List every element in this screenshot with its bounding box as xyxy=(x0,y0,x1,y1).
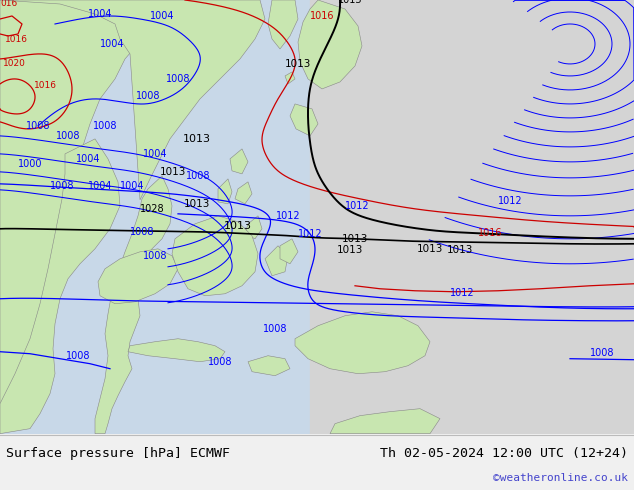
Text: 1016: 1016 xyxy=(478,228,502,238)
Text: 1013: 1013 xyxy=(183,134,211,144)
Text: 1013: 1013 xyxy=(447,245,473,255)
Text: 1012: 1012 xyxy=(276,211,301,221)
Text: 1008: 1008 xyxy=(165,74,190,84)
Text: 1008: 1008 xyxy=(208,357,232,367)
Text: 1008: 1008 xyxy=(26,121,50,131)
Text: 1013: 1013 xyxy=(342,234,368,244)
Text: 1008: 1008 xyxy=(143,251,167,261)
Text: 1004: 1004 xyxy=(87,181,112,191)
Polygon shape xyxy=(285,72,295,84)
Text: 1012: 1012 xyxy=(345,201,370,211)
Text: 1012: 1012 xyxy=(450,288,475,298)
Text: 1008: 1008 xyxy=(93,121,117,131)
Text: 1008: 1008 xyxy=(136,91,160,101)
Text: 1028: 1028 xyxy=(139,204,164,214)
Polygon shape xyxy=(230,149,248,174)
Text: 1013: 1013 xyxy=(285,59,311,69)
Text: 1013: 1013 xyxy=(224,221,252,231)
Text: 1008: 1008 xyxy=(66,351,90,361)
Polygon shape xyxy=(330,409,440,434)
Bar xyxy=(310,0,634,434)
Text: 1020: 1020 xyxy=(3,59,26,68)
Text: 1004: 1004 xyxy=(120,181,145,191)
Polygon shape xyxy=(268,0,298,49)
Text: 1013: 1013 xyxy=(338,0,362,5)
Text: 1016: 1016 xyxy=(34,81,56,91)
Text: ©weatheronline.co.uk: ©weatheronline.co.uk xyxy=(493,473,628,483)
Text: 1013: 1013 xyxy=(184,199,210,209)
Polygon shape xyxy=(128,339,225,362)
Polygon shape xyxy=(295,312,430,374)
Text: 1008: 1008 xyxy=(56,131,81,141)
Text: 1004: 1004 xyxy=(143,149,167,159)
Polygon shape xyxy=(280,239,298,264)
Text: Th 02-05-2024 12:00 UTC (12+24): Th 02-05-2024 12:00 UTC (12+24) xyxy=(380,446,628,460)
Text: 1013: 1013 xyxy=(160,167,186,177)
Text: 1016: 1016 xyxy=(5,35,28,44)
Text: 1004: 1004 xyxy=(150,11,174,21)
Text: 016: 016 xyxy=(0,0,17,8)
Polygon shape xyxy=(98,249,178,304)
Text: 1008: 1008 xyxy=(130,227,154,237)
Text: 1008: 1008 xyxy=(49,181,74,191)
Polygon shape xyxy=(235,182,252,204)
Text: 1000: 1000 xyxy=(18,159,42,169)
Polygon shape xyxy=(265,246,288,276)
Polygon shape xyxy=(0,0,145,418)
Text: 1004: 1004 xyxy=(75,154,100,164)
Text: Surface pressure [hPa] ECMWF: Surface pressure [hPa] ECMWF xyxy=(6,446,230,460)
Text: 1004: 1004 xyxy=(87,9,112,19)
Text: 1012: 1012 xyxy=(298,229,322,239)
Text: 1008: 1008 xyxy=(186,171,210,181)
Polygon shape xyxy=(0,139,120,434)
Polygon shape xyxy=(248,356,290,376)
Text: 1016: 1016 xyxy=(310,11,335,21)
Polygon shape xyxy=(172,216,258,296)
Polygon shape xyxy=(95,176,172,434)
Polygon shape xyxy=(218,179,232,204)
Text: 1008: 1008 xyxy=(262,324,287,334)
Text: 1008: 1008 xyxy=(590,348,614,358)
Text: 1013: 1013 xyxy=(417,244,443,254)
Polygon shape xyxy=(298,0,362,89)
Text: 1004: 1004 xyxy=(100,39,124,49)
Polygon shape xyxy=(290,104,318,136)
Polygon shape xyxy=(0,0,265,200)
Text: 1012: 1012 xyxy=(498,196,522,206)
Polygon shape xyxy=(245,216,262,239)
Text: 1013: 1013 xyxy=(337,245,363,255)
